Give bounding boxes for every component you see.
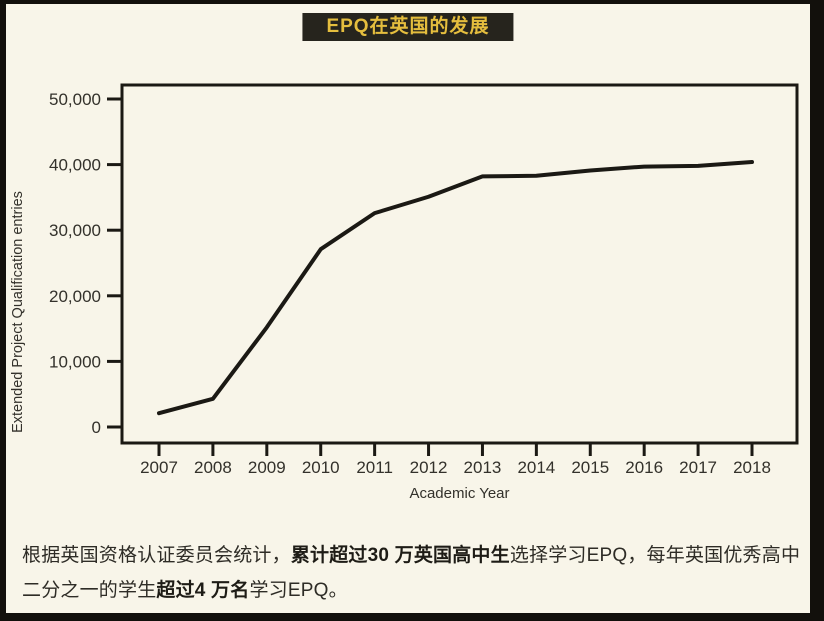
caption-segment: 超过4 万名 — [156, 580, 250, 601]
x-tick-label: 2008 — [194, 458, 232, 477]
y-tick-label: 20,000 — [49, 287, 101, 306]
y-tick-label: 50,000 — [49, 90, 101, 109]
x-tick-label: 2013 — [464, 458, 502, 477]
y-tick-label: 0 — [92, 418, 101, 437]
x-tick-label: 2015 — [571, 458, 609, 477]
x-tick-label: 2018 — [733, 458, 771, 477]
epq-line-chart: 0 10,000 20,000 30,000 40,000 50,000 2007 2008 2… — [10, 83, 799, 502]
caption-segment: 累计超过30 万英国高中生 — [290, 545, 510, 566]
x-tick-label: 2012 — [410, 458, 448, 477]
caption-text: 根据英国资格认证委员会统计，累计超过30 万英国高中生选择学习EPQ，每年英国优… — [22, 538, 808, 608]
x-tick-label: 2009 — [248, 458, 286, 477]
x-tick-label: 2010 — [302, 458, 340, 477]
page-background: EPQ在英国的发展 0 10,000 20,000 30,000 40,000 50,00… — [6, 4, 810, 613]
page-title: EPQ在英国的发展 — [326, 16, 490, 37]
caption-segment: 根据英国资格认证委员会统计， — [22, 545, 291, 566]
x-tick-label: 2017 — [679, 458, 717, 477]
data-line — [157, 159, 754, 416]
y-axis-title: Extended Project Qualification entries — [10, 191, 26, 433]
caption-segment: 选择学习EPQ，每年英国优秀高中二分之一的学生 — [22, 545, 801, 601]
x-tick-label: 2011 — [356, 458, 393, 477]
x-axis-title: Academic Year — [409, 485, 509, 502]
caption-segment: 学习EPQ。 — [249, 580, 348, 601]
y-tick-label: 40,000 — [49, 156, 101, 175]
plot-box — [120, 83, 799, 445]
title-banner: EPQ在英国的发展 — [302, 13, 514, 41]
x-tick-label: 2007 — [140, 458, 178, 477]
x-tick-label: 2014 — [517, 458, 555, 477]
y-tick-label: 10,000 — [49, 352, 101, 371]
x-tick-label: 2016 — [625, 458, 663, 477]
y-tick-label: 30,000 — [49, 221, 101, 240]
